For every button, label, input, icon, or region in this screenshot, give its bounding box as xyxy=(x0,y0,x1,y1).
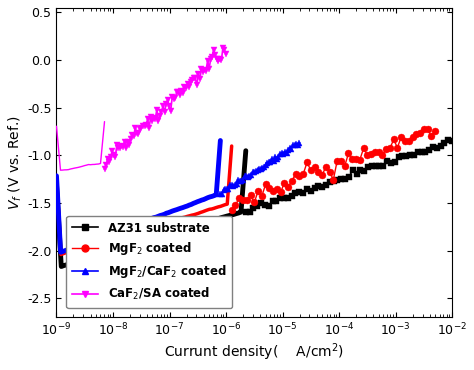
Y-axis label: $V_f$ (V vs. Ref.): $V_f$ (V vs. Ref.) xyxy=(7,115,24,210)
Legend: AZ31 substrate, MgF$_2$ coated, MgF$_2$/CaF$_2$ coated, CaF$_2$/SA coated: AZ31 substrate, MgF$_2$ coated, MgF$_2$/… xyxy=(66,216,232,308)
X-axis label: Currunt density(  A/cm$^2$): Currunt density( A/cm$^2$) xyxy=(164,342,344,363)
